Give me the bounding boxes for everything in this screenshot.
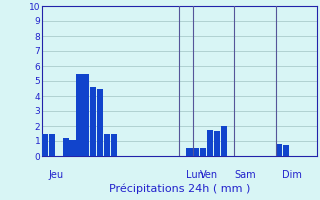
Bar xyxy=(214,130,220,156)
Bar xyxy=(49,134,55,156)
Bar xyxy=(104,134,110,156)
Bar xyxy=(207,130,213,156)
Text: Dim: Dim xyxy=(282,170,302,180)
Bar xyxy=(187,148,193,156)
Bar xyxy=(42,134,48,156)
Text: Ven: Ven xyxy=(200,170,218,180)
Bar xyxy=(83,74,89,156)
Bar xyxy=(69,140,76,156)
Bar xyxy=(193,148,199,156)
Bar xyxy=(97,88,103,156)
Text: Sam: Sam xyxy=(234,170,256,180)
Bar xyxy=(76,73,83,156)
Bar xyxy=(90,87,96,156)
Text: Précipitations 24h ( mm ): Précipitations 24h ( mm ) xyxy=(108,183,250,194)
Bar xyxy=(200,148,206,156)
Bar xyxy=(276,144,282,156)
Bar xyxy=(221,126,227,156)
Text: Jeu: Jeu xyxy=(49,170,64,180)
Bar xyxy=(63,138,69,156)
Bar xyxy=(111,134,117,156)
Bar xyxy=(283,145,289,156)
Text: Lun: Lun xyxy=(186,170,204,180)
